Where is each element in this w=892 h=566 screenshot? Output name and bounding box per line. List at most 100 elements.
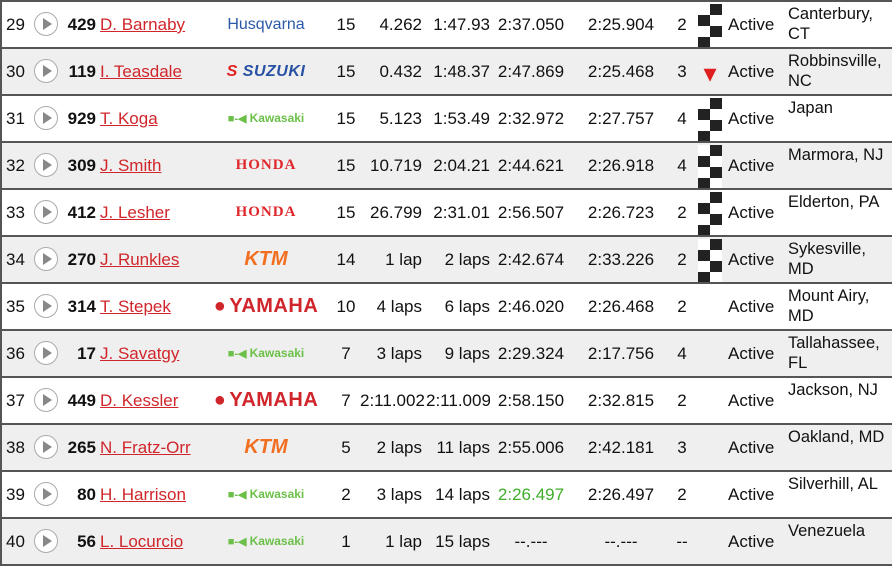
rider-name-link[interactable]: H. Harrison [100, 485, 186, 504]
down-chevron-icon: ▾ [703, 58, 717, 88]
diff: 1:47.93 [433, 15, 490, 34]
gap: 4.262 [379, 15, 422, 34]
expand-arrow-icon[interactable] [34, 341, 58, 365]
brand-logo: HONDA [235, 157, 297, 173]
last-lap: 2:29.324 [497, 344, 565, 363]
gap: 2 laps [376, 438, 422, 457]
last-lap: 2:55.006 [497, 438, 565, 457]
brand-logo: Kawasaki [210, 472, 322, 517]
expand-arrow-icon[interactable] [34, 106, 58, 130]
rider-name-link[interactable]: T. Koga [100, 109, 158, 128]
best-lap-number: 4 [677, 156, 687, 175]
last-lap: 2:47.869 [497, 62, 565, 81]
status: Active [728, 485, 775, 504]
brand-logo: YAMAHA [210, 378, 322, 423]
expand-arrow-icon[interactable] [34, 247, 58, 271]
expand-arrow-icon[interactable] [34, 12, 58, 36]
brand-logo: HONDA [235, 204, 297, 220]
laps: 14 [336, 250, 356, 269]
gap: 10.719 [370, 156, 422, 175]
rider-name-link[interactable]: N. Fratz-Orr [100, 438, 191, 457]
best-lap-number: 2 [677, 391, 687, 410]
hometown: Venezuela [788, 522, 866, 540]
hometown: Robbinsville, NC [788, 52, 882, 90]
best-lap: 2:17.756 [587, 344, 655, 363]
gap: 3 laps [376, 485, 422, 504]
expand-arrow-icon[interactable] [34, 294, 58, 318]
laps: 15 [336, 15, 356, 34]
laps: 1 [341, 532, 351, 551]
table-row: 34 270 J. Runkles KTM 14 1 lap 2 laps 2:… [2, 235, 892, 283]
best-lap: 2:26.468 [587, 297, 655, 316]
rider-name-link[interactable]: J. Savatgy [100, 344, 180, 363]
rider-number: 119 [68, 62, 96, 81]
table-row: 31 929 T. Koga Kawasaki 15 5.123 1:53.49… [2, 94, 892, 142]
rider-name-link[interactable]: J. Runkles [100, 250, 180, 269]
expand-arrow-icon[interactable] [34, 388, 58, 412]
position: 38 [6, 438, 25, 457]
hometown: Japan [788, 99, 833, 117]
best-lap: 2:26.723 [587, 203, 655, 222]
table-row: 39 80 H. Harrison Kawasaki 2 3 laps 14 l… [2, 470, 892, 517]
rider-number: 80 [77, 485, 96, 504]
table-row: 29 429 D. Barnaby Husqvarna 15 4.262 1:4… [2, 0, 892, 48]
brand-logo: KTM [244, 436, 288, 458]
table-row: 36 17 J. Savatgy Kawasaki 7 3 laps 9 lap… [2, 329, 892, 376]
last-lap: 2:58.150 [497, 391, 565, 410]
checkered-flag-icon [698, 192, 722, 236]
rider-number: 309 [67, 156, 96, 175]
status: Active [728, 109, 775, 128]
best-lap: 2:32.815 [587, 391, 655, 410]
rider-name-link[interactable]: L. Locurcio [100, 532, 184, 551]
hometown: Jackson, NJ [788, 381, 878, 399]
rider-name-link[interactable]: D. Kessler [100, 391, 179, 410]
diff: 11 laps [436, 438, 490, 457]
position: 39 [6, 485, 25, 504]
best-lap: 2:25.468 [587, 62, 655, 81]
laps: 5 [341, 438, 351, 457]
expand-arrow-icon[interactable] [34, 200, 58, 224]
expand-arrow-icon[interactable] [34, 59, 58, 83]
checkered-flag-icon [698, 145, 722, 189]
gap: 1 lap [385, 250, 422, 269]
gap: 0.432 [379, 62, 422, 81]
diff: 2:04.21 [433, 156, 490, 175]
status: Active [728, 62, 775, 81]
brand-logo: Kawasaki [210, 519, 322, 564]
best-lap-number: 2 [677, 250, 687, 269]
best-lap: 2:27.757 [587, 109, 655, 128]
rider-name-link[interactable]: T. Stepek [100, 297, 171, 316]
table-row: 30 119 I. Teasdale SUZUKI 15 0.432 1:48.… [2, 47, 892, 94]
position: 34 [6, 250, 25, 269]
rider-name-link[interactable]: D. Barnaby [100, 15, 186, 34]
expand-arrow-icon[interactable] [34, 482, 58, 506]
rider-name-link[interactable]: J. Smith [100, 156, 162, 175]
diff: 14 laps [435, 485, 490, 504]
brand-logo: SUZUKI [210, 49, 322, 94]
laps: 10 [336, 297, 356, 316]
position: 33 [6, 203, 25, 222]
gap: 4 laps [376, 297, 422, 316]
expand-arrow-icon[interactable] [34, 529, 58, 553]
rider-number: 270 [67, 250, 96, 269]
table-row: 38 265 N. Fratz-Orr KTM 5 2 laps 11 laps… [2, 423, 892, 470]
status: Active [728, 438, 775, 457]
best-lap-number: 2 [677, 485, 687, 504]
gap: 1 lap [385, 532, 422, 551]
position: 31 [6, 109, 25, 128]
rider-number: 929 [67, 109, 96, 128]
brand-logo: YAMAHA [210, 284, 322, 329]
checkered-flag-icon [698, 98, 722, 142]
hometown: Canterbury, CT [788, 5, 873, 43]
best-lap-number: 4 [677, 344, 687, 363]
rider-name-link[interactable]: I. Teasdale [100, 62, 182, 81]
rider-name-link[interactable]: J. Lesher [100, 203, 170, 222]
gap: 3 laps [376, 344, 422, 363]
diff: 2 laps [444, 250, 490, 269]
expand-arrow-icon[interactable] [34, 435, 58, 459]
diff: 2:11.009 [426, 391, 490, 410]
diff: 2:31.01 [433, 203, 490, 222]
expand-arrow-icon[interactable] [34, 153, 58, 177]
best-lap-number: 2 [677, 203, 687, 222]
